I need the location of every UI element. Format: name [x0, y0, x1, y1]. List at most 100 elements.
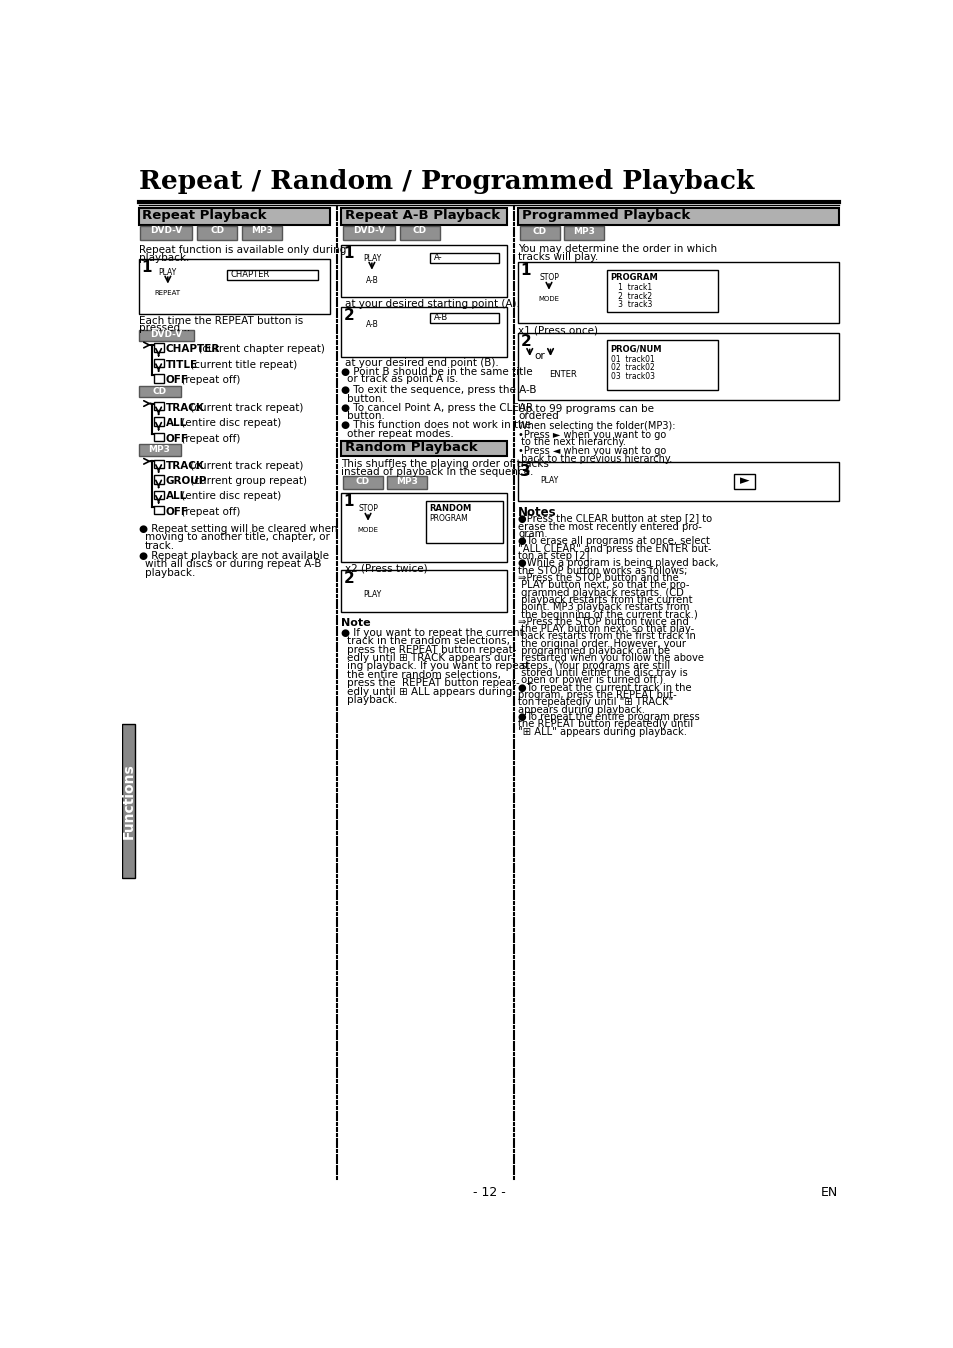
- Text: Repeat Playback: Repeat Playback: [142, 209, 267, 222]
- Bar: [519, 226, 559, 240]
- Bar: [153, 474, 164, 484]
- Bar: [138, 330, 193, 341]
- Text: Repeat function is available only during: Repeat function is available only during: [138, 245, 346, 255]
- Bar: [153, 375, 164, 383]
- Text: programmed playback can be: programmed playback can be: [517, 646, 670, 656]
- Text: 1: 1: [520, 263, 531, 279]
- Text: PROGRAM: PROGRAM: [429, 514, 468, 523]
- Bar: [429, 252, 498, 263]
- Text: MODE: MODE: [357, 527, 378, 532]
- Text: edly until ⊞ TRACK appears dur-: edly until ⊞ TRACK appears dur-: [347, 652, 515, 663]
- Text: RANDOM: RANDOM: [429, 504, 472, 514]
- Text: tracks will play.: tracks will play.: [517, 252, 598, 262]
- Text: CD: CD: [412, 226, 426, 236]
- Text: (current track repeat): (current track repeat): [187, 461, 303, 470]
- Text: press the REPEAT button repeat-: press the REPEAT button repeat-: [347, 644, 517, 655]
- Text: A-B: A-B: [365, 319, 377, 329]
- Text: Note: Note: [341, 619, 371, 628]
- Text: 2: 2: [343, 309, 354, 324]
- Text: Programmed Playback: Programmed Playback: [521, 209, 690, 222]
- Text: playback.: playback.: [138, 252, 189, 263]
- Text: open or power is turned off.): open or power is turned off.): [517, 675, 662, 685]
- Text: Functions: Functions: [121, 763, 135, 838]
- Text: stored until either the disc tray is: stored until either the disc tray is: [517, 669, 687, 678]
- Bar: [606, 341, 718, 391]
- Text: PLAY: PLAY: [362, 590, 380, 599]
- Text: point. MP3 playback restarts from: point. MP3 playback restarts from: [517, 603, 689, 612]
- Bar: [341, 570, 506, 612]
- Text: DVD-V: DVD-V: [353, 226, 384, 236]
- Text: TITLE: TITLE: [166, 360, 197, 369]
- Text: (repeat off): (repeat off): [178, 434, 240, 443]
- Text: 2: 2: [343, 572, 354, 586]
- Bar: [121, 724, 135, 878]
- Text: back to the previous hierarchy.: back to the previous hierarchy.: [517, 453, 672, 464]
- Text: CHAPTER: CHAPTER: [231, 271, 270, 279]
- Text: CD: CD: [532, 228, 546, 236]
- Text: ing playback. If you want to repeat: ing playback. If you want to repeat: [347, 662, 529, 671]
- Text: 1  track1: 1 track1: [610, 283, 651, 293]
- Text: button.: button.: [347, 394, 385, 403]
- Text: with all discs or during repeat A-B: with all discs or during repeat A-B: [145, 559, 321, 569]
- Text: back restarts from the first track in: back restarts from the first track in: [517, 631, 696, 642]
- Text: DVD-V: DVD-V: [150, 330, 182, 340]
- Bar: [153, 418, 164, 426]
- Bar: [138, 259, 329, 314]
- Text: 3: 3: [520, 464, 531, 479]
- Text: MODE: MODE: [537, 295, 558, 302]
- Text: steps. (Your programs are still: steps. (Your programs are still: [517, 661, 670, 671]
- Text: ►: ►: [739, 474, 749, 488]
- Text: - 12 -: - 12 -: [472, 1186, 505, 1198]
- Text: 02  track02: 02 track02: [610, 364, 654, 372]
- Text: (current chapter repeat): (current chapter repeat): [195, 344, 325, 355]
- Text: instead of playback in the sequence.: instead of playback in the sequence.: [341, 466, 533, 477]
- Text: A-B: A-B: [433, 314, 447, 322]
- Text: the REPEAT button repeatedly until: the REPEAT button repeatedly until: [517, 720, 693, 729]
- Text: 2: 2: [520, 334, 531, 349]
- Text: PLAY: PLAY: [158, 268, 176, 278]
- Bar: [138, 208, 329, 225]
- Text: ● This function does not work in the: ● This function does not work in the: [341, 421, 531, 430]
- Bar: [153, 402, 164, 411]
- Text: ● Point B should be in the same title: ● Point B should be in the same title: [341, 367, 532, 376]
- Text: •Press ◄ when you want to go: •Press ◄ when you want to go: [517, 446, 666, 456]
- Text: CD: CD: [152, 387, 166, 395]
- Text: playback restarts from the current: playback restarts from the current: [517, 594, 692, 605]
- Text: ●Press the CLEAR button at step [2] to: ●Press the CLEAR button at step [2] to: [517, 515, 712, 524]
- Text: pressed...: pressed...: [138, 324, 190, 333]
- Bar: [733, 473, 755, 489]
- Text: 1: 1: [343, 247, 354, 262]
- Text: ⇒Press the STOP button twice and: ⇒Press the STOP button twice and: [517, 617, 688, 627]
- Text: "ALL CLEAR" and press the ENTER but-: "ALL CLEAR" and press the ENTER but-: [517, 543, 711, 554]
- Text: ALL: ALL: [166, 491, 187, 501]
- Text: A-: A-: [433, 253, 441, 263]
- Bar: [342, 226, 395, 240]
- Bar: [153, 491, 164, 499]
- Text: CHAPTER: CHAPTER: [166, 344, 220, 355]
- Text: •Press ► when you want to go: •Press ► when you want to go: [517, 430, 666, 439]
- Text: ●To repeat the current track in the: ●To repeat the current track in the: [517, 682, 691, 693]
- Text: MP3: MP3: [149, 445, 171, 454]
- Text: OFF: OFF: [166, 507, 189, 516]
- Text: ENTER: ENTER: [548, 369, 577, 379]
- Bar: [138, 386, 181, 398]
- Text: Up to 99 programs can be: Up to 99 programs can be: [517, 403, 654, 414]
- Text: PLAY: PLAY: [362, 255, 380, 263]
- Text: (current track repeat): (current track repeat): [187, 403, 303, 412]
- Text: PLAY button next, so that the pro-: PLAY button next, so that the pro-: [517, 580, 689, 590]
- Bar: [138, 445, 181, 456]
- Text: MP3: MP3: [573, 228, 595, 236]
- Text: ordered: ordered: [517, 411, 558, 421]
- Text: (entire disc repeat): (entire disc repeat): [178, 491, 281, 501]
- Text: grammed playback restarts. (CD: grammed playback restarts. (CD: [517, 588, 683, 597]
- Text: ●To erase all programs at once, select: ●To erase all programs at once, select: [517, 537, 709, 546]
- Text: DVD-V: DVD-V: [150, 226, 182, 236]
- Bar: [425, 500, 502, 543]
- Text: ton repeatedly until "⊞ TRACK": ton repeatedly until "⊞ TRACK": [517, 697, 673, 708]
- Text: Random Playback: Random Playback: [345, 441, 477, 454]
- Text: GROUP: GROUP: [166, 476, 207, 485]
- Bar: [153, 433, 164, 441]
- Text: (current title repeat): (current title repeat): [187, 360, 296, 369]
- Text: (repeat off): (repeat off): [178, 507, 240, 516]
- Text: ● To exit the sequence, press the A-B: ● To exit the sequence, press the A-B: [341, 386, 536, 395]
